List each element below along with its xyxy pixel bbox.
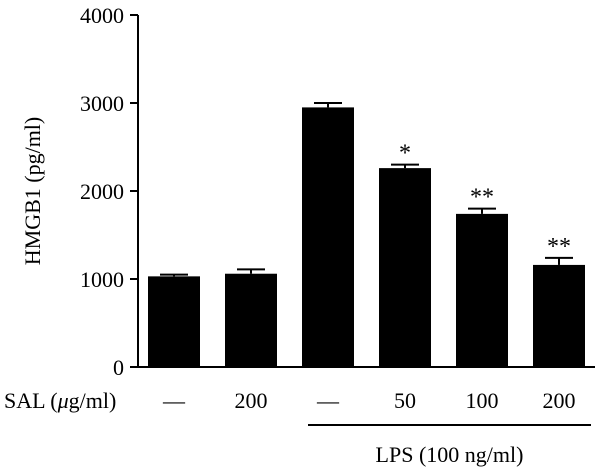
bar	[456, 213, 508, 367]
significance-label: **	[470, 185, 494, 211]
y-axis-label: HMGB1 (pg/ml)	[20, 117, 45, 266]
sal-row-label-suffix: g/ml)	[69, 388, 117, 413]
x-category-label: —	[316, 388, 340, 413]
bars	[148, 107, 585, 368]
x-category-label: 100	[466, 388, 499, 413]
y-tick-label: 2000	[80, 179, 124, 204]
lps-group-label: LPS (100 ng/ml)	[376, 442, 524, 467]
bar	[302, 107, 354, 368]
bar	[148, 276, 200, 367]
significance-markers: *****	[399, 141, 571, 260]
y-tick-label: 0	[113, 355, 124, 380]
error-bars	[160, 102, 573, 277]
significance-label: *	[399, 141, 411, 167]
x-category-label: —	[162, 388, 186, 413]
sal-row-label-mu: μ	[57, 388, 69, 413]
y-tick-label: 4000	[80, 3, 124, 28]
x-category-label: 200	[543, 388, 576, 413]
x-category-label: 50	[394, 388, 416, 413]
bar	[225, 273, 277, 367]
sal-row-label: SAL (μg/ml)	[4, 388, 116, 413]
significance-label: **	[547, 234, 571, 260]
x-category-labels: — 200 — 50 100 200	[162, 388, 576, 413]
y-tick-label: 1000	[80, 267, 124, 292]
sal-row-label-prefix: SAL (	[4, 388, 58, 413]
y-axis-ticks: 0 1000 2000 3000 4000	[80, 3, 138, 380]
x-category-label: 200	[235, 388, 268, 413]
y-tick-label: 3000	[80, 91, 124, 116]
bar	[379, 168, 431, 367]
bar	[533, 264, 585, 367]
